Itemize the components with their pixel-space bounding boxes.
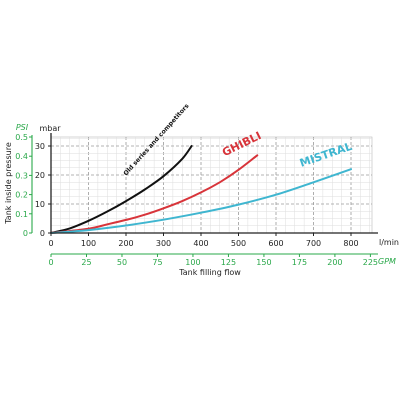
x-secondary-tick-label: 25 xyxy=(81,258,91,267)
x-secondary-tick-label: 125 xyxy=(221,258,236,267)
x-secondary-tick-label: 100 xyxy=(185,258,200,267)
y-secondary-tick-label: 0.5 xyxy=(15,133,28,142)
y-secondary-tick-label: 0.2 xyxy=(15,191,28,200)
y-tick-label: 30 xyxy=(35,142,45,151)
x-tick-label: 0 xyxy=(48,239,53,248)
x-secondary-tick-label: 75 xyxy=(152,258,162,267)
y-secondary-tick-label: 0.4 xyxy=(15,152,28,161)
x-tick-label: 400 xyxy=(193,239,208,248)
series-line xyxy=(50,154,259,234)
x-secondary-tick-label: 200 xyxy=(327,258,342,267)
x-secondary-tick-label: 225 xyxy=(363,258,378,267)
x-axis-title: Tank filling flow xyxy=(178,268,241,277)
x-secondary-tick-label: 50 xyxy=(117,258,127,267)
x-tick-label: 500 xyxy=(231,239,246,248)
series-line xyxy=(50,145,193,234)
y-unit-label: mbar xyxy=(39,124,61,133)
x-secondary-tick-label: 0 xyxy=(48,258,53,267)
y-secondary-unit-label: PSI xyxy=(16,123,29,132)
x-tick-label: 800 xyxy=(343,239,358,248)
series-line xyxy=(50,168,352,234)
series-label: Old series and competitors xyxy=(122,102,190,177)
x-secondary-tick-label: 175 xyxy=(292,258,307,267)
x-unit-label: l/min xyxy=(379,238,399,247)
y-axis-title: Tank inside pressure xyxy=(4,142,13,225)
x-tick-label: 700 xyxy=(306,239,321,248)
x-tick-label: 200 xyxy=(118,239,133,248)
series-label: MISTRAL xyxy=(298,140,354,170)
axes: 0 100 200 300 400 500 600 700 800010203000.10.20… xyxy=(15,133,378,267)
y-tick-label: 10 xyxy=(35,200,45,209)
y-tick-label: 20 xyxy=(35,171,45,180)
x-tick-label: 300 xyxy=(156,239,171,248)
x-tick-label: 100 xyxy=(81,239,96,248)
y-secondary-tick-label: 0.1 xyxy=(15,210,28,219)
x-secondary-tick-label: 150 xyxy=(256,258,271,267)
y-tick-label: 0 xyxy=(40,229,45,238)
y-secondary-tick-label: 0.3 xyxy=(15,171,28,180)
y-secondary-tick-label: 0 xyxy=(23,229,28,238)
x-tick-label: 600 xyxy=(268,239,283,248)
x-secondary-unit-label: GPM xyxy=(378,257,396,266)
